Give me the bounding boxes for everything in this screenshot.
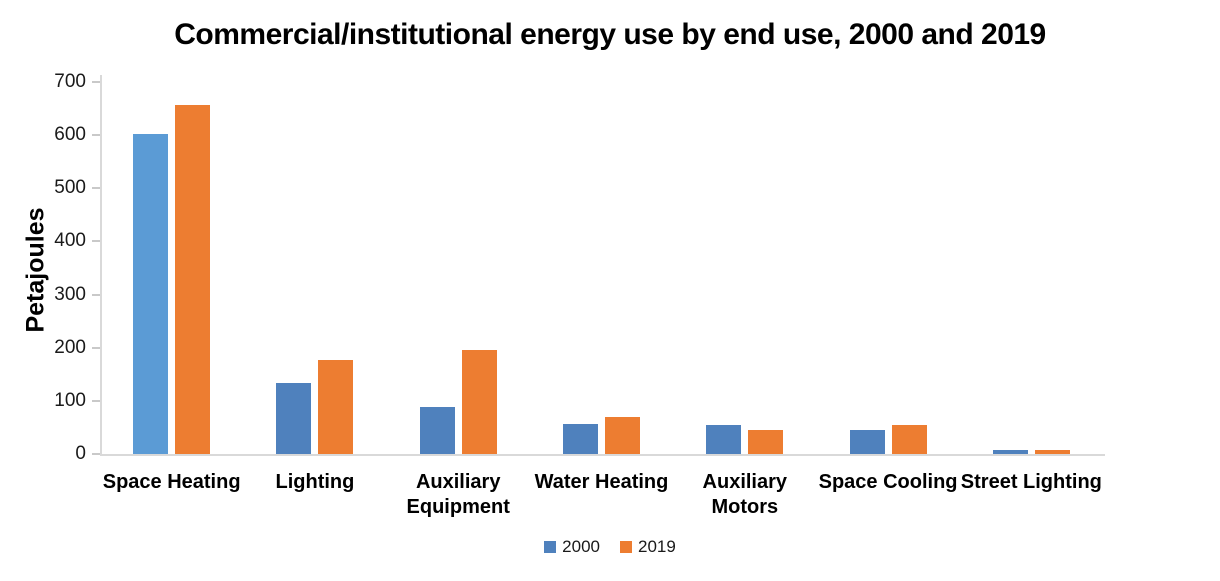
bar-2019-space-cooling xyxy=(891,425,927,454)
legend-item-2000: 2000 xyxy=(544,537,600,557)
chart-title: Commercial/institutional energy use by e… xyxy=(174,18,1046,51)
x-label-space-heating: Space Heating xyxy=(102,471,241,493)
x-label-water-heating: Water Heating xyxy=(534,471,669,493)
bar-2000-auxiliary-motors xyxy=(706,425,742,454)
y-tick-label-600: 600 xyxy=(54,124,86,146)
x-label-space-cooling: Space Cooling xyxy=(818,471,958,493)
x-label-auxiliary-motors: Auxiliary Motors xyxy=(702,471,788,518)
x-label-street-lighting: Street Lighting xyxy=(960,471,1102,493)
y-tick-label-400: 400 xyxy=(54,230,86,252)
y-tick-mark-100 xyxy=(92,399,100,402)
bar-2000-space-cooling xyxy=(849,430,885,454)
legend-item-2019: 2019 xyxy=(620,537,676,557)
bar-2019-water-heating xyxy=(605,417,640,454)
y-tick-mark-0 xyxy=(92,453,100,455)
y-tick-label-200: 200 xyxy=(54,336,86,358)
legend-label-2000: 2000 xyxy=(562,537,600,556)
bar-2000-lighting xyxy=(276,382,312,454)
legend: 2000 2019 xyxy=(0,537,1220,557)
bar-2019-auxiliary-equipment xyxy=(461,349,497,454)
bar-2019-auxiliary-motors xyxy=(748,430,784,454)
plot-area xyxy=(100,75,1105,456)
y-tick-mark-700 xyxy=(92,81,100,83)
bar-2019-lighting xyxy=(318,359,354,454)
x-label-auxiliary-equipment: Auxiliary Equipment xyxy=(406,471,510,518)
y-tick-mark-200 xyxy=(92,346,100,349)
bar-2019-space-heating xyxy=(175,105,211,454)
bar-2019-street-lighting xyxy=(1034,450,1070,454)
y-axis-title: Petajoules xyxy=(21,207,50,333)
bar-2000-auxiliary-equipment xyxy=(419,407,455,454)
y-tick-label-300: 300 xyxy=(54,283,86,305)
y-tick-mark-300 xyxy=(92,293,100,296)
legend-swatch-2000 xyxy=(544,541,557,553)
y-tick-label-100: 100 xyxy=(54,389,86,411)
bar-2000-water-heating xyxy=(563,423,598,454)
y-tick-mark-600 xyxy=(92,134,100,137)
x-label-lighting: Lighting xyxy=(275,471,355,493)
y-tick-mark-400 xyxy=(92,240,100,243)
y-tick-label-0: 0 xyxy=(75,443,86,464)
y-tick-label-500: 500 xyxy=(54,177,86,199)
legend-swatch-2019 xyxy=(620,541,632,553)
legend-label-2019: 2019 xyxy=(638,537,676,556)
bar-2000-space-heating xyxy=(133,134,169,454)
bar-2000-street-lighting xyxy=(992,450,1028,454)
y-tick-mark-500 xyxy=(92,187,100,190)
y-tick-label-700: 700 xyxy=(54,71,86,92)
